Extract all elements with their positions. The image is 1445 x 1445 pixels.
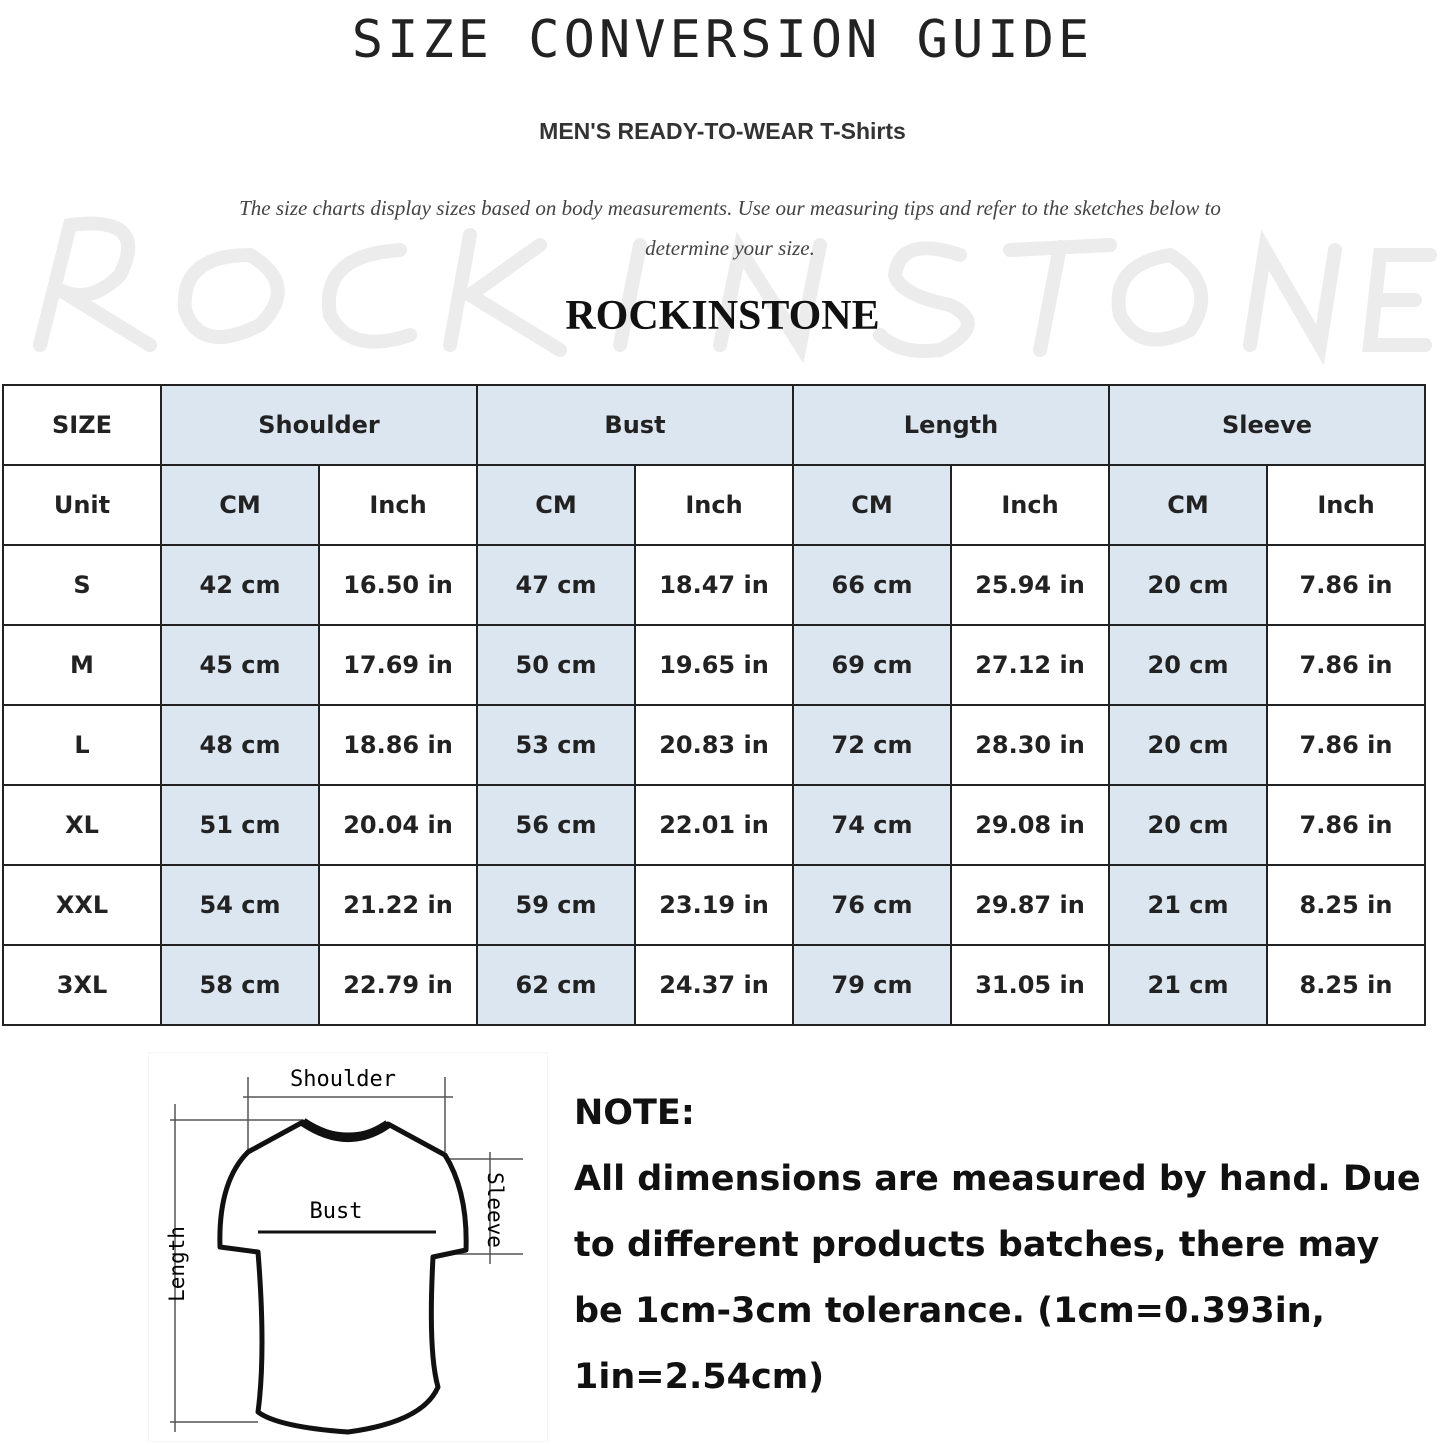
unit-cell: Inch bbox=[950, 464, 1110, 546]
measurement-cell: 47 cm bbox=[476, 544, 636, 626]
measurement-cell: 53 cm bbox=[476, 704, 636, 786]
measurement-cell: 20 cm bbox=[1108, 704, 1268, 786]
measurement-cell: 21.22 in bbox=[318, 864, 478, 946]
sketch-label-length: Length bbox=[165, 1226, 189, 1302]
table-row: S 42 cm 16.50 in 47 cm 18.47 in 66 cm 25.94 in… bbox=[2, 544, 1426, 626]
size-cell: L bbox=[2, 704, 162, 786]
unit-cell: Inch bbox=[634, 464, 794, 546]
measurement-cell: 8.25 in bbox=[1266, 864, 1426, 946]
measurement-cell: 22.79 in bbox=[318, 944, 478, 1026]
measurement-cell: 29.08 in bbox=[950, 784, 1110, 866]
measurement-cell: 31.05 in bbox=[950, 944, 1110, 1026]
unit-cell: CM bbox=[476, 464, 636, 546]
brand-name: ROCKINSTONE bbox=[565, 293, 880, 339]
header-cell: Bust bbox=[476, 384, 794, 466]
unit-cell: CM bbox=[1108, 464, 1268, 546]
measurement-cell: 21 cm bbox=[1108, 864, 1268, 946]
measurement-cell: 56 cm bbox=[476, 784, 636, 866]
size-cell: S bbox=[2, 544, 162, 626]
measurement-cell: 45 cm bbox=[160, 624, 320, 706]
unit-cell: Inch bbox=[318, 464, 478, 546]
measurement-cell: 51 cm bbox=[160, 784, 320, 866]
sketch-label-shoulder: Shoulder bbox=[290, 1067, 396, 1092]
size-cell: 3XL bbox=[2, 944, 162, 1026]
measurement-cell: 29.87 in bbox=[950, 864, 1110, 946]
measurement-cell: 25.94 in bbox=[950, 544, 1110, 626]
measurement-cell: 20.83 in bbox=[634, 704, 794, 786]
size-cell: M bbox=[2, 624, 162, 706]
measurement-cell: 24.37 in bbox=[634, 944, 794, 1026]
unit-cell: Inch bbox=[1266, 464, 1426, 546]
measurement-cell: 54 cm bbox=[160, 864, 320, 946]
unit-row: Unit CM Inch CM Inch CM Inch CM Inch bbox=[2, 464, 1426, 546]
note: NOTE: All dimensions are measured by han… bbox=[574, 1080, 1434, 1410]
page-title: SIZE CONVERSION GUIDE bbox=[351, 10, 1094, 70]
measurement-cell: 50 cm bbox=[476, 624, 636, 706]
table-row: L 48 cm 18.86 in 53 cm 20.83 in 72 cm 28.30 in… bbox=[2, 704, 1426, 786]
note-text: All dimensions are measured by hand. Due… bbox=[574, 1159, 1421, 1397]
note-heading: NOTE: bbox=[574, 1093, 695, 1133]
measurement-cell: 20.04 in bbox=[318, 784, 478, 866]
description: The size charts display sizes based on b… bbox=[239, 196, 1221, 260]
size-cell: XXL bbox=[2, 864, 162, 946]
header-cell: Length bbox=[792, 384, 1110, 466]
unit-cell: CM bbox=[160, 464, 320, 546]
size-cell: XL bbox=[2, 784, 162, 866]
measurement-cell: 66 cm bbox=[792, 544, 952, 626]
measurement-cell: 19.65 in bbox=[634, 624, 794, 706]
measurement-cell: 20 cm bbox=[1108, 784, 1268, 866]
table-row: 3XL 58 cm 22.79 in 62 cm 24.37 in 79 cm 31.05 … bbox=[2, 944, 1426, 1026]
measurement-cell: 62 cm bbox=[476, 944, 636, 1026]
table-row: XXL 54 cm 21.22 in 59 cm 23.19 in 76 cm 29.87 … bbox=[2, 864, 1426, 946]
tshirt-sketch: Shoulder Bust Sleeve Length bbox=[148, 1052, 548, 1442]
measurement-cell: 7.86 in bbox=[1266, 784, 1426, 866]
table-row: XL 51 cm 20.04 in 56 cm 22.01 in 74 cm 29.08 i… bbox=[2, 784, 1426, 866]
measurement-cell: 23.19 in bbox=[634, 864, 794, 946]
subtitle: MEN'S READY-TO-WEAR T-Shirts bbox=[539, 118, 906, 144]
measurement-cell: 48 cm bbox=[160, 704, 320, 786]
measurement-cell: 18.47 in bbox=[634, 544, 794, 626]
sketch-label-sleeve: Sleeve bbox=[483, 1172, 507, 1248]
measurement-cell: 22.01 in bbox=[634, 784, 794, 866]
measurement-cell: 18.86 in bbox=[318, 704, 478, 786]
measurement-cell: 69 cm bbox=[792, 624, 952, 706]
measurement-cell: 20 cm bbox=[1108, 624, 1268, 706]
measurement-cell: 42 cm bbox=[160, 544, 320, 626]
header-cell: Sleeve bbox=[1108, 384, 1426, 466]
measurement-cell: 74 cm bbox=[792, 784, 952, 866]
watermark-graphic bbox=[33, 216, 1437, 365]
measurement-cell: 27.12 in bbox=[950, 624, 1110, 706]
measurement-cell: 16.50 in bbox=[318, 544, 478, 626]
unit-cell: CM bbox=[792, 464, 952, 546]
header-row: SIZE Shoulder Bust Length Sleeve bbox=[2, 384, 1426, 466]
size-table: SIZE Shoulder Bust Length Sleeve Unit CM I… bbox=[2, 384, 1426, 1026]
measurement-cell: 7.86 in bbox=[1266, 544, 1426, 626]
table-row: M 45 cm 17.69 in 50 cm 19.65 in 69 cm 27.12 in… bbox=[2, 624, 1426, 706]
measurement-cell: 7.86 in bbox=[1266, 624, 1426, 706]
header-cell: Shoulder bbox=[160, 384, 478, 466]
measurement-cell: 7.86 in bbox=[1266, 704, 1426, 786]
measurement-cell: 8.25 in bbox=[1266, 944, 1426, 1026]
measurement-cell: 20 cm bbox=[1108, 544, 1268, 626]
measurement-cell: 17.69 in bbox=[318, 624, 478, 706]
measurement-cell: 72 cm bbox=[792, 704, 952, 786]
measurement-cell: 76 cm bbox=[792, 864, 952, 946]
measurement-cell: 59 cm bbox=[476, 864, 636, 946]
sketch-label-bust: Bust bbox=[310, 1199, 363, 1224]
header-cell: SIZE bbox=[2, 384, 162, 466]
measurement-cell: 79 cm bbox=[792, 944, 952, 1026]
unit-cell: Unit bbox=[2, 464, 162, 546]
measurement-cell: 58 cm bbox=[160, 944, 320, 1026]
measurement-cell: 28.30 in bbox=[950, 704, 1110, 786]
measurement-cell: 21 cm bbox=[1108, 944, 1268, 1026]
